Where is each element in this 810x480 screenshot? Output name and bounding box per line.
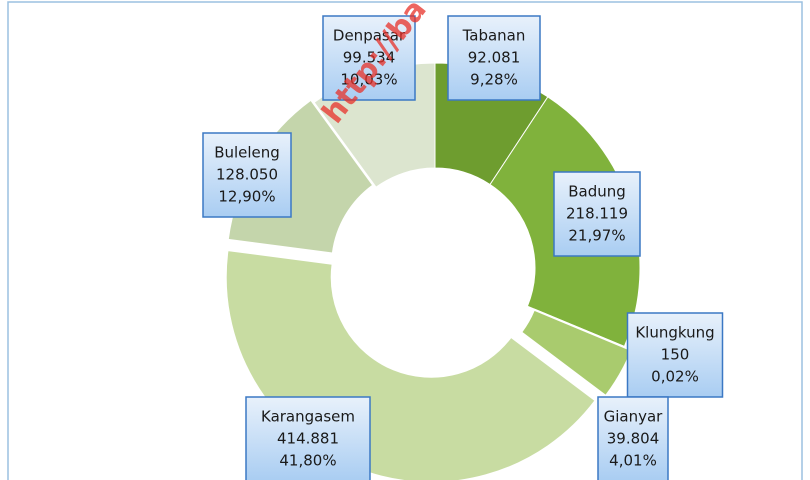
value-label: 92.081 [468, 49, 521, 67]
percent-label: 21,97% [568, 227, 625, 245]
percent-label: 10,03% [340, 71, 397, 89]
percent-label: 12,90% [218, 188, 275, 206]
percent-label: 0,02% [651, 368, 699, 386]
label-box [597, 396, 669, 480]
value-label: 414.881 [277, 430, 339, 448]
slice-name: Karangasem [261, 408, 355, 426]
value-label: 150 [661, 346, 690, 364]
slice-name: Klungkung [635, 324, 714, 342]
label-box [626, 312, 724, 398]
value-label: 218.119 [566, 205, 628, 223]
value-label: 128.050 [216, 166, 278, 184]
labels: Tabanan 92.081 9,28% Badung 218.119 21,97% Klu… [202, 15, 724, 480]
label-box [202, 132, 292, 218]
label-box [447, 15, 541, 101]
percent-label: 4,01% [609, 452, 657, 470]
slice-name: Gianyar [604, 408, 664, 426]
value-label: 39.804 [607, 430, 660, 448]
slice-name: Tabanan [462, 27, 526, 45]
slice-name: Buleleng [214, 144, 280, 162]
percent-label: 41,80% [279, 452, 336, 470]
label-box [245, 396, 371, 480]
label-box [553, 171, 641, 257]
slice-name: Badung [568, 183, 626, 201]
slice-name: Denpasar [333, 27, 406, 45]
value-label: 99.534 [343, 49, 396, 67]
slice [521, 309, 632, 397]
percent-label: 9,28% [470, 71, 518, 89]
label-box [322, 15, 416, 101]
